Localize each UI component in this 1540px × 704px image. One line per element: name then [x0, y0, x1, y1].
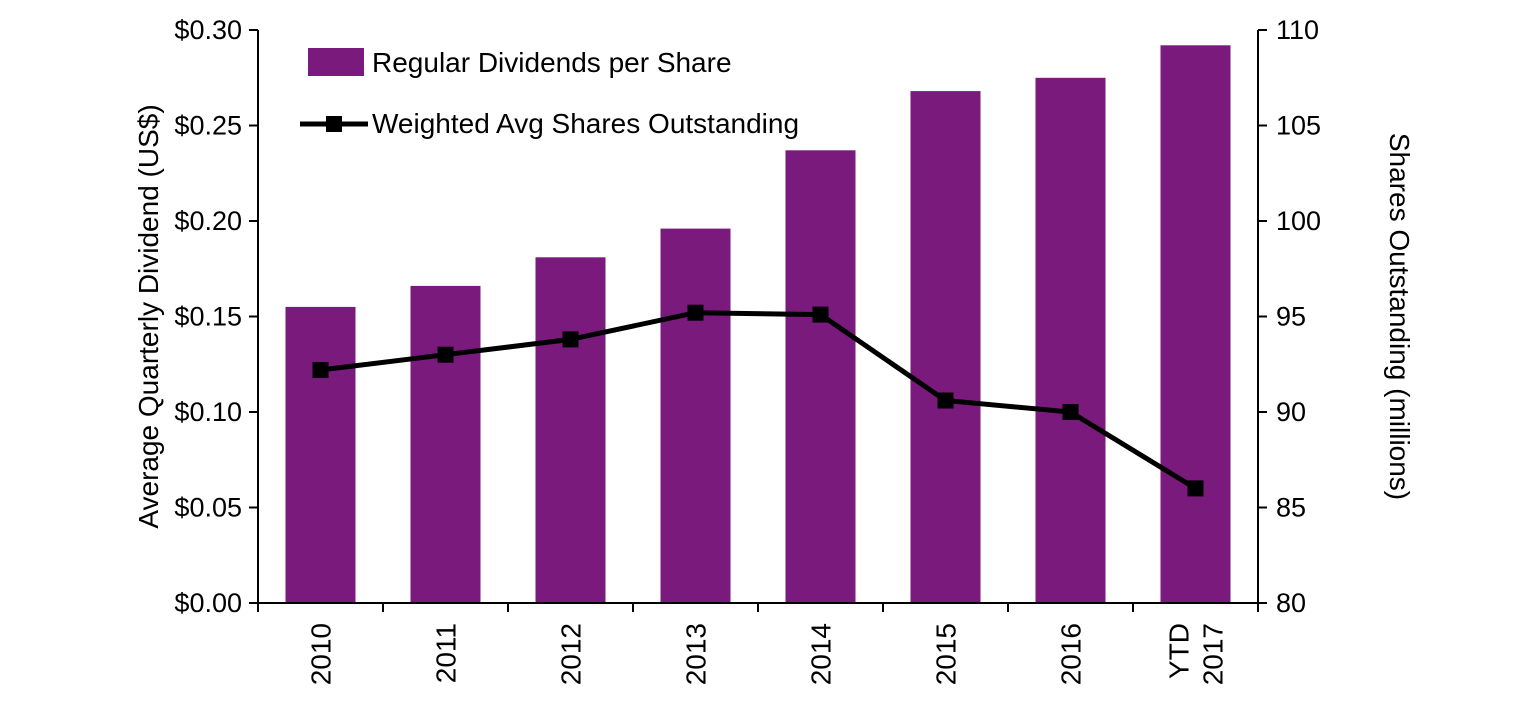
left-tick-label: $0.15 — [174, 302, 242, 332]
bar-ytd-2017 — [1160, 45, 1231, 604]
left-tick-label: $0.25 — [174, 111, 242, 141]
line-marker — [1062, 404, 1079, 420]
left-tick-label: $0.00 — [174, 588, 242, 618]
right-tick-label: 90 — [1276, 397, 1306, 427]
bar-2010 — [285, 306, 356, 603]
right-axis-title: Shares Outstanding (millions) — [1384, 133, 1415, 500]
line-marker — [562, 331, 579, 348]
x-tick-label: 2016 — [1056, 623, 1087, 685]
bar-2012 — [535, 257, 606, 603]
left-tick-label: $0.20 — [174, 206, 242, 236]
right-tick-label: 110 — [1276, 15, 1319, 45]
legend-swatch-dividends — [308, 48, 364, 76]
left-tick-label: $0.10 — [174, 397, 242, 427]
line-marker — [1187, 480, 1204, 497]
right-tick-label: 100 — [1276, 206, 1321, 236]
line-marker — [312, 362, 329, 378]
legend-label-shares: Weighted Avg Shares Outstanding — [372, 108, 799, 139]
bar-2013 — [660, 228, 731, 603]
x-tick-label: YTD — [1164, 623, 1195, 679]
bar-2014 — [785, 150, 856, 604]
line-marker — [937, 392, 954, 409]
bar-2016 — [1035, 77, 1106, 604]
shares-outstanding-line — [320, 310, 1197, 491]
legend-label-dividends: Regular Dividends per Share — [372, 47, 732, 78]
right-tick-label: 105 — [1276, 111, 1321, 141]
right-tick-label: 95 — [1276, 302, 1306, 332]
left-axis-title: Average Quarterly Dividend (US$) — [133, 104, 164, 528]
x-tick-label: 2010 — [306, 623, 337, 685]
line-marker — [437, 346, 454, 363]
bar-2015 — [910, 91, 981, 603]
x-tick-label: 2011 — [431, 623, 462, 683]
right-tick-label: 80 — [1276, 588, 1306, 618]
x-tick-label: 2014 — [806, 623, 837, 685]
left-tick-label: $0.05 — [174, 493, 242, 523]
x-tick-label: 2013 — [681, 623, 712, 685]
left-tick-label: $0.30 — [174, 15, 242, 45]
legend-marker-shares — [326, 116, 342, 132]
line-marker — [687, 304, 704, 321]
x-tick-label: 2012 — [556, 623, 587, 685]
right-tick-label: 85 — [1276, 493, 1306, 523]
x-tick-label: 2017 — [1198, 623, 1229, 685]
x-tick-label: 2015 — [931, 623, 962, 685]
bar-2011 — [410, 285, 481, 603]
legend: Regular Dividends per Share Weighted Avg … — [300, 47, 799, 139]
line-marker — [812, 306, 829, 323]
